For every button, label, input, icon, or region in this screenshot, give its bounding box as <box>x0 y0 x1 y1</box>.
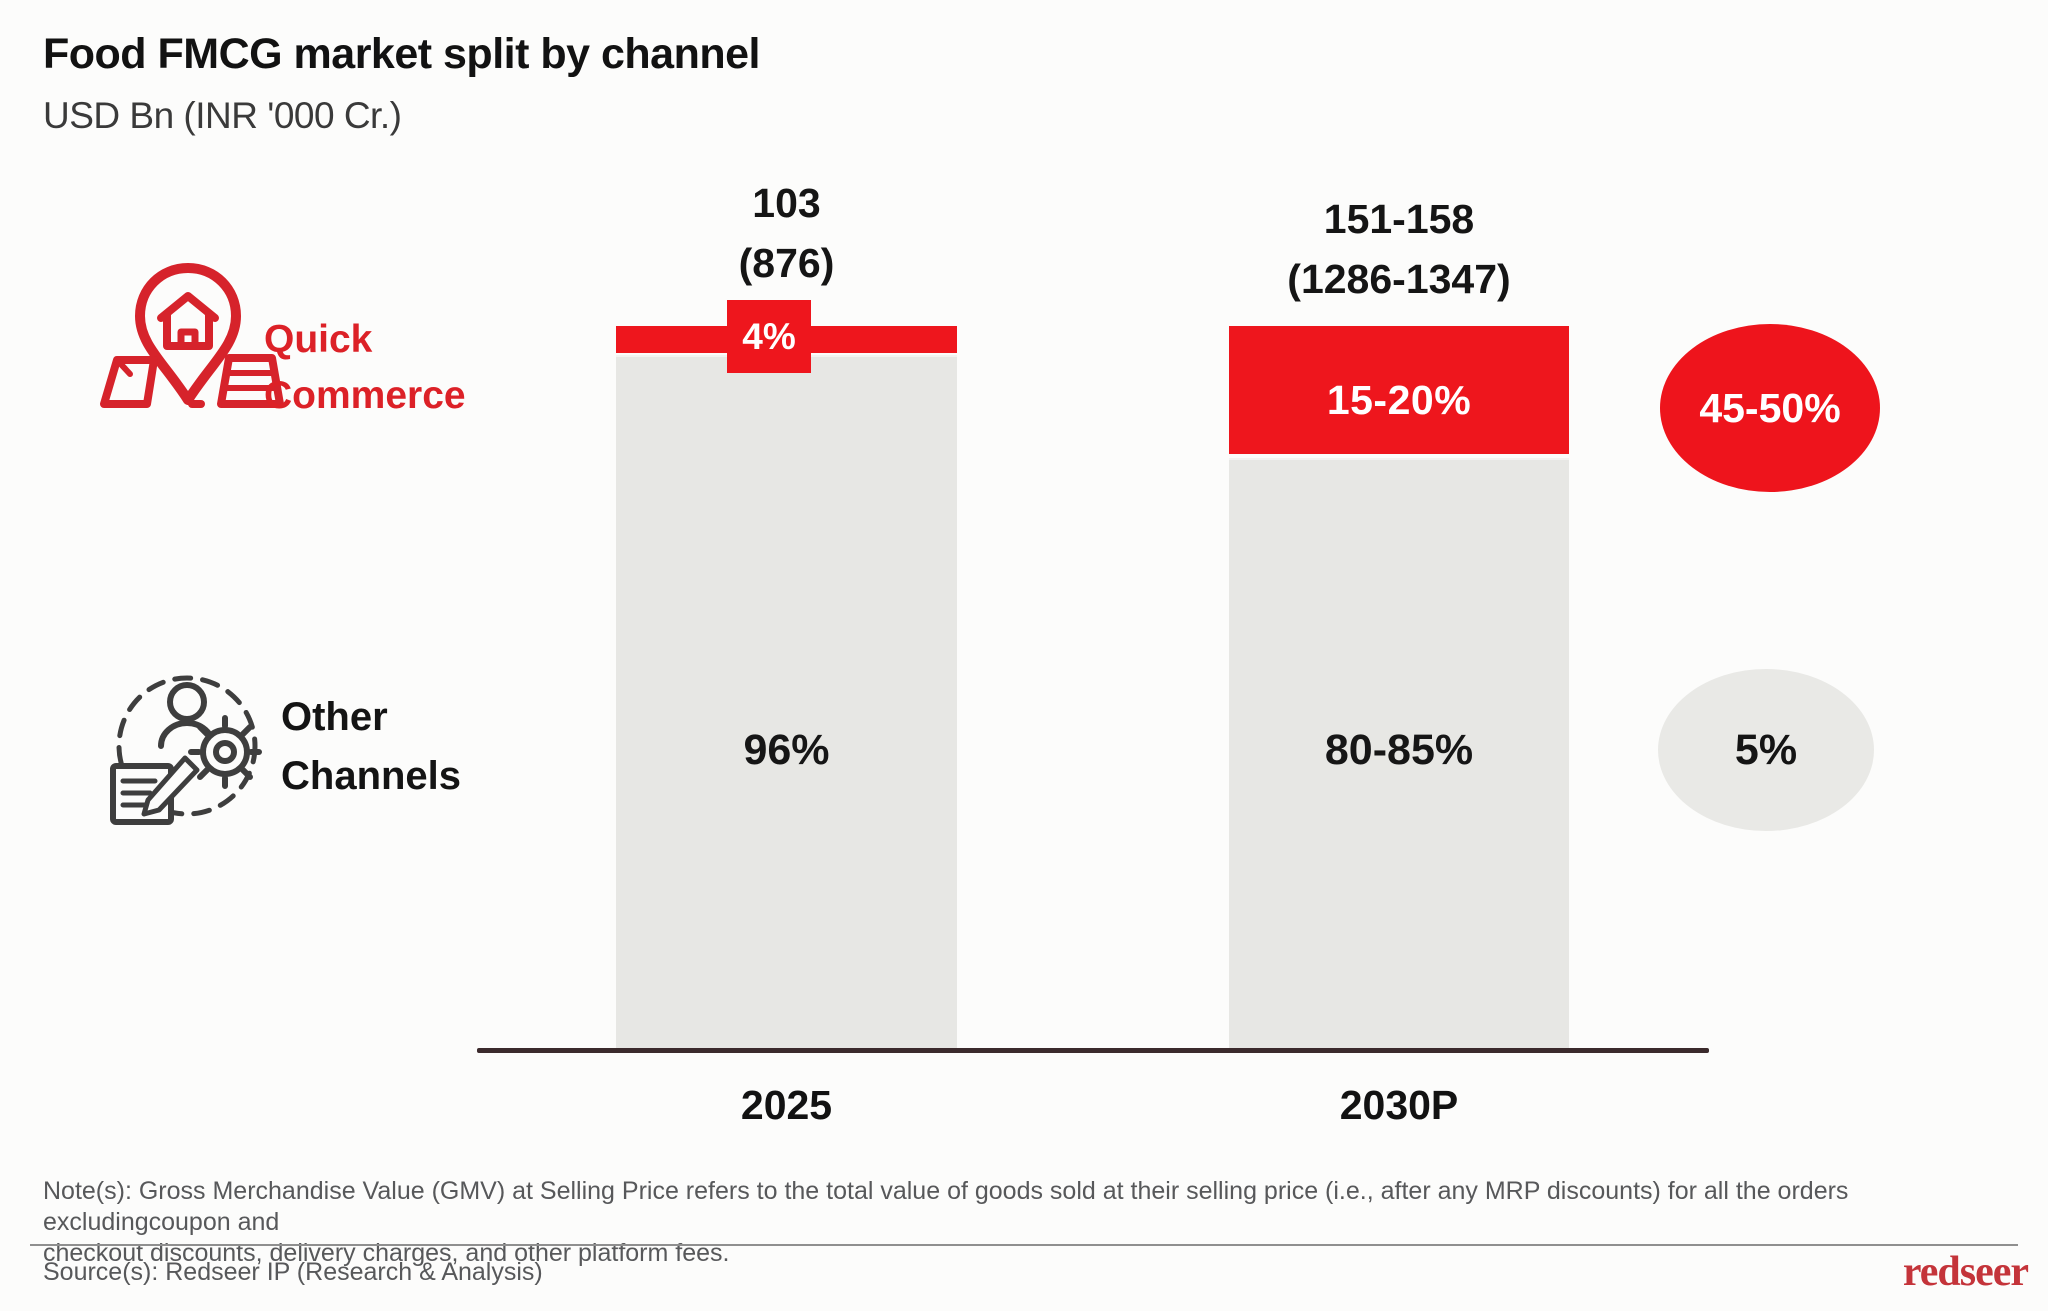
other-channels-label-line1: Other <box>281 695 388 739</box>
bar-2030-quick-commerce-segment: 15-20% <box>1229 326 1569 454</box>
bar-2030-total-usd: 151-158 <box>1323 196 1475 242</box>
quick-commerce-label-line1: Quick <box>264 318 373 361</box>
other-channels-growth-badge: 5% <box>1658 669 1874 831</box>
other-channels-growth-value: 5% <box>1734 725 1798 774</box>
footer-divider <box>30 1244 2018 1246</box>
bar-2030-quick-commerce-pct: 15-20% <box>1326 376 1472 423</box>
bar-2025 <box>616 326 957 1052</box>
bar-2025-total-inr: (876) <box>738 240 835 286</box>
bar-2025-total-label: 103 (876) <box>616 173 957 293</box>
quick-commerce-label-line2: Commerce <box>264 374 466 417</box>
bar-2025-other-channels-segment <box>616 355 957 1052</box>
quick-commerce-label: Quick Commerce <box>264 312 466 424</box>
bar-2030-other-channels-segment <box>1229 458 1569 1052</box>
x-axis-label-2025: 2025 <box>740 1082 833 1128</box>
page-subtitle: USD Bn (INR '000 Cr.) <box>43 95 402 136</box>
bar-2030-other-channels-pct: 80-85% <box>1324 726 1474 774</box>
other-channels-label-line2: Channels <box>281 754 462 798</box>
source-text: Source(s): Redseer IP (Research & Analys… <box>43 1258 543 1286</box>
page-title: Food FMCG market split by channel <box>43 30 760 78</box>
bar-2025-quick-commerce-pct-callout: 4% <box>727 300 811 373</box>
x-axis-baseline <box>477 1048 1709 1053</box>
quick-commerce-growth-badge: 45-50% <box>1660 324 1880 492</box>
bar-2025-total-usd: 103 <box>752 180 821 226</box>
bar-2030: 15-20% <box>1229 326 1569 1052</box>
bar-2025-quick-commerce-pct: 4% <box>742 315 796 357</box>
footnote-line2: checkout discounts, delivery charges, an… <box>43 1239 730 1267</box>
bar-2025-other-channels-pct: 96% <box>743 726 830 774</box>
bar-2030-total-label: 151-158 (1286-1347) <box>1229 189 1569 309</box>
footnote-line1: Note(s): Gross Merchandise Value (GMV) a… <box>43 1177 1849 1236</box>
footnote: Note(s): Gross Merchandise Value (GMV) a… <box>43 1176 1963 1269</box>
other-channels-label: Other Channels <box>281 688 461 806</box>
x-axis-label-2030: 2030P <box>1339 1082 1459 1128</box>
quick-commerce-growth-value: 45-50% <box>1699 384 1841 431</box>
redseer-logo: redseer <box>1902 1249 2029 1295</box>
bar-2030-total-inr: (1286-1347) <box>1287 256 1511 302</box>
quick-commerce-icon <box>88 258 288 416</box>
other-channels-icon <box>85 662 285 830</box>
